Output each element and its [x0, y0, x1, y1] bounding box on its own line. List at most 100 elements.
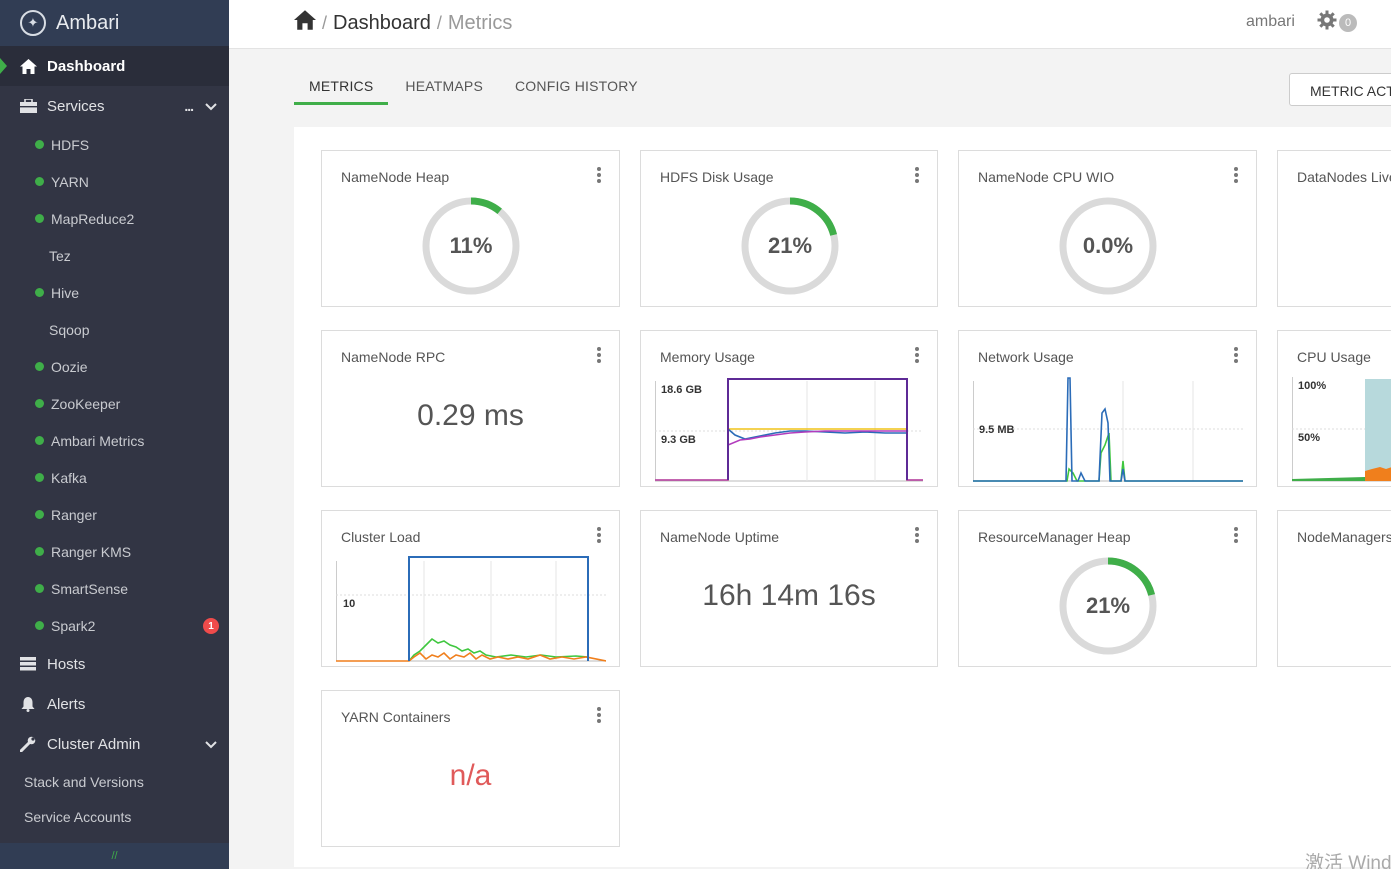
sidebar-item-service[interactable]: Ranger KMS: [0, 533, 229, 570]
sidebar-item-service[interactable]: Ranger: [0, 496, 229, 533]
sidebar-item-label: Alerts: [47, 695, 86, 713]
status-dot-icon: [35, 436, 44, 445]
breadcrumb-separator: /: [436, 12, 442, 33]
widget-namenode-rpc[interactable]: NameNode RPC 0.29 ms: [321, 330, 620, 487]
series-magenta: [655, 430, 923, 481]
sidebar-item-stack-versions[interactable]: Stack and Versions: [24, 773, 144, 790]
widget-menu-icon[interactable]: [915, 167, 919, 185]
gauge-value: 11%: [449, 233, 493, 258]
sidebar-item-alerts[interactable]: Alerts: [0, 684, 229, 724]
service-label: HDFS: [51, 136, 90, 153]
widget-hdfs-disk-usage[interactable]: HDFS Disk Usage 21%: [640, 150, 938, 307]
collapse-sidebar-button[interactable]: //: [0, 843, 229, 869]
widget-namenode-cpu-wio[interactable]: NameNode CPU WIO 0.0%: [958, 150, 1257, 307]
widget-memory-usage[interactable]: Memory Usage 18.6 GB 9.3 GB: [640, 330, 938, 487]
cpu-system-area: [1292, 477, 1365, 481]
sidebar-item-service[interactable]: SmartSense: [0, 570, 229, 607]
sidebar-item-cluster-admin[interactable]: Cluster Admin: [0, 724, 229, 764]
sidebar-item-service[interactable]: Spark2 1: [0, 607, 229, 644]
sidebar-item-hosts[interactable]: Hosts: [0, 644, 229, 684]
sidebar-item-label: Dashboard: [47, 57, 126, 75]
widget-title: HDFS Disk Usage: [660, 169, 774, 185]
widget-menu-icon[interactable]: [915, 347, 919, 365]
service-label: ZooKeeper: [51, 395, 121, 412]
windows-activation-watermark: 激活 Windows: [1305, 853, 1391, 869]
widget-title: NameNode RPC: [341, 349, 446, 365]
user-menu[interactable]: ambari: [1246, 13, 1295, 30]
widget-namenode-uptime[interactable]: NameNode Uptime 16h 14m 16s: [640, 510, 938, 667]
home-icon: [18, 58, 38, 74]
sidebar-item-service[interactable]: HDFS: [0, 126, 229, 163]
widget-cluster-load[interactable]: Cluster Load 10: [321, 510, 620, 667]
services-actions-button[interactable]: ...: [184, 98, 194, 114]
widget-menu-icon[interactable]: [597, 167, 601, 185]
brand[interactable]: ✦ Ambari: [0, 0, 229, 46]
service-label: SmartSense: [51, 580, 129, 597]
sidebar-item-service[interactable]: Ambari Metrics: [0, 422, 229, 459]
widget-datanodes-live[interactable]: DataNodes Live: [1277, 150, 1391, 307]
status-dot-icon: [35, 399, 44, 408]
widget-title: ResourceManager Heap: [978, 529, 1131, 545]
tab-config-history[interactable]: CONFIG HISTORY: [514, 78, 638, 94]
widget-title: CPU Usage: [1297, 349, 1371, 365]
widget-nodemanagers-live[interactable]: NodeManagers Live: [1277, 510, 1391, 667]
gauge-ring: [741, 197, 839, 295]
status-dot-icon: [35, 547, 44, 556]
widget-menu-icon[interactable]: [1234, 527, 1238, 545]
tab-heatmaps[interactable]: HEATMAPS: [405, 78, 483, 94]
widget-menu-icon[interactable]: [1234, 347, 1238, 365]
chevron-down-icon[interactable]: [205, 98, 217, 114]
cluster-load-chart: 10: [336, 556, 606, 662]
sidebar-item-service[interactable]: Hive: [0, 274, 229, 311]
sidebar-item-service[interactable]: YARN: [0, 163, 229, 200]
widget-network-usage[interactable]: Network Usage 9.5 MB: [958, 330, 1257, 487]
breadcrumb-dashboard[interactable]: Dashboard: [333, 11, 431, 34]
service-label: YARN: [51, 173, 89, 190]
widget-namenode-heap[interactable]: NameNode Heap 11%: [321, 150, 620, 307]
widget-cpu-usage[interactable]: CPU Usage 100% 50%: [1277, 330, 1391, 487]
service-label: Ambari Metrics: [51, 432, 145, 449]
double-chevron-icon: //: [111, 850, 118, 862]
metric-actions-button[interactable]: METRIC ACTIONS: [1289, 73, 1391, 106]
service-label: Ranger: [51, 506, 97, 523]
sidebar-item-service[interactable]: Tez: [0, 237, 229, 274]
gauge-value: 21%: [767, 233, 813, 258]
background-operations-button[interactable]: 0: [1317, 10, 1357, 35]
sidebar-item-service[interactable]: Sqoop: [0, 311, 229, 348]
sidebar: ✦ Ambari Dashboard Services ... HDFS YARN…: [0, 0, 229, 869]
alert-count-badge: 1: [203, 618, 219, 634]
widget-resourcemanager-heap[interactable]: ResourceManager Heap 21%: [958, 510, 1257, 667]
server-icon: [18, 657, 38, 671]
service-label: Spark2: [51, 617, 96, 634]
sidebar-item-services[interactable]: Services ...: [0, 86, 229, 126]
widget-menu-icon[interactable]: [597, 347, 601, 365]
widget-yarn-containers[interactable]: YARN Containers n/a: [321, 690, 620, 847]
chevron-down-icon[interactable]: [205, 736, 217, 752]
status-dot-icon: [35, 177, 44, 186]
services-list: HDFS YARN MapReduce2 Tez Hive Sqoop Oozie ZooKe…: [0, 126, 229, 644]
sidebar-item-label: Hosts: [47, 655, 86, 673]
sidebar-item-service-accounts[interactable]: Service Accounts: [24, 808, 132, 825]
widget-menu-icon[interactable]: [1234, 167, 1238, 185]
sidebar-item-service[interactable]: Kafka: [0, 459, 229, 496]
y-axis-mid-label: 9.3 GB: [661, 434, 696, 446]
sidebar-item-service[interactable]: ZooKeeper: [0, 385, 229, 422]
widget-menu-icon[interactable]: [597, 707, 601, 725]
widget-menu-icon[interactable]: [915, 527, 919, 545]
sidebar-item-service[interactable]: MapReduce2: [0, 200, 229, 237]
sidebar-item-dashboard[interactable]: Dashboard: [0, 46, 229, 86]
gauge-ring: [422, 197, 520, 295]
home-icon[interactable]: [294, 10, 316, 36]
gauge-value: 0.0%: [1082, 233, 1134, 258]
ambari-logo-icon: ✦: [20, 10, 46, 36]
widget-title: DataNodes Live: [1297, 169, 1391, 185]
sidebar-item-service[interactable]: Oozie: [0, 348, 229, 385]
operations-count-badge: 0: [1339, 13, 1357, 32]
widget-title: NameNode Uptime: [660, 529, 780, 545]
widget-menu-icon[interactable]: [597, 527, 601, 545]
breadcrumb-current: Metrics: [447, 11, 513, 34]
wrench-icon: [18, 736, 38, 752]
briefcase-icon: [18, 99, 38, 113]
tab-metrics[interactable]: METRICS: [294, 72, 389, 105]
gauge-fill: [1059, 557, 1157, 655]
